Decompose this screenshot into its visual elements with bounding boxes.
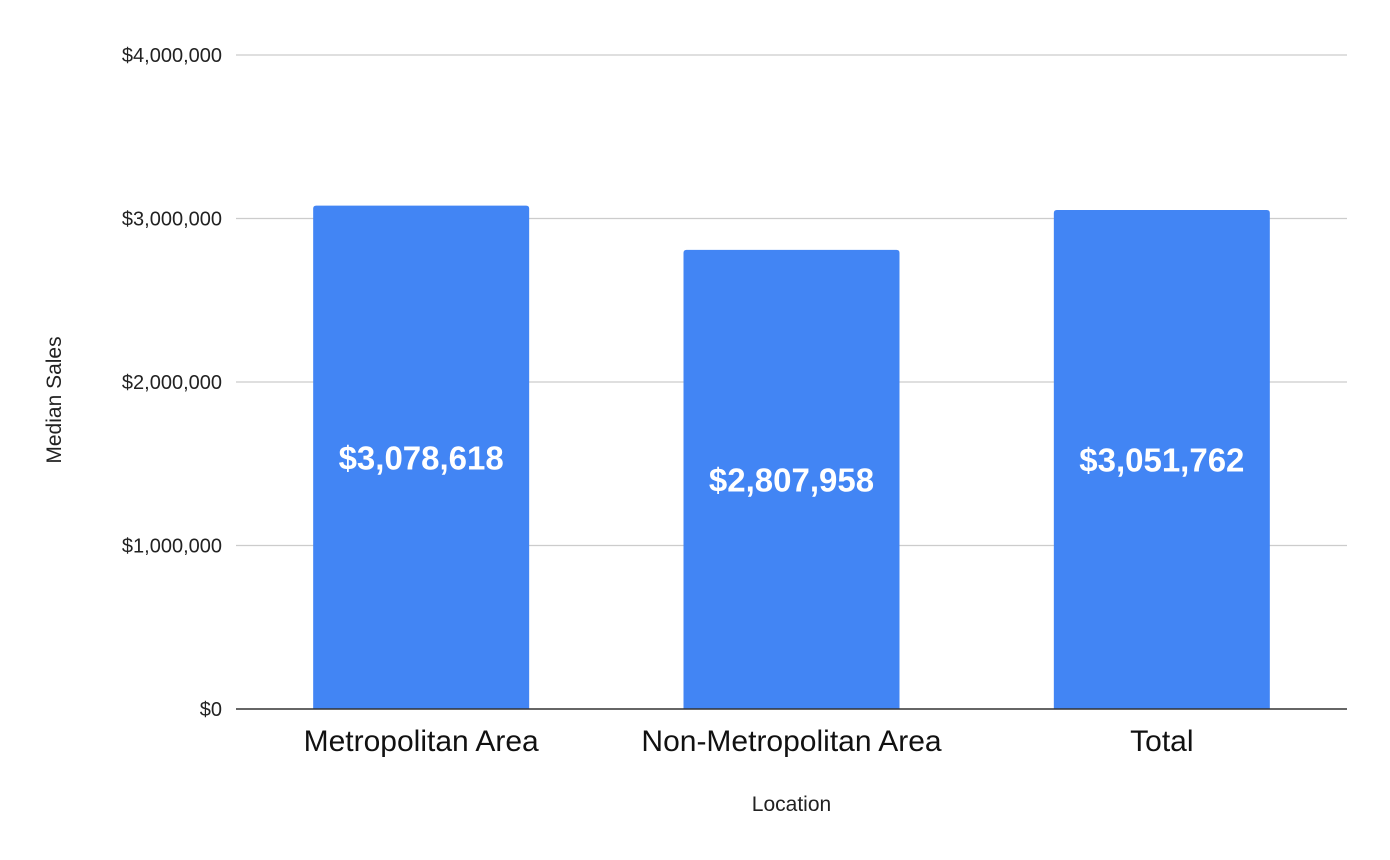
x-axis-title: Location [752, 793, 831, 816]
y-tick-label: $1,000,000 [122, 536, 222, 558]
y-tick-label: $3,000,000 [122, 209, 222, 231]
bar-data-label: $3,051,762 [1079, 442, 1244, 479]
bar-data-label: $2,807,958 [709, 461, 874, 498]
y-tick-label: $0 [200, 699, 222, 721]
y-axis-title: Median Sales [43, 336, 66, 463]
y-tick-label: $2,000,000 [122, 372, 222, 394]
y-tick-label: $4,000,000 [122, 45, 222, 67]
bar-data-label: $3,078,618 [339, 439, 504, 476]
bars: $3,078,618 $2,807,958 $3,051,762 [313, 205, 1270, 710]
x-tick-label: Metropolitan Area [304, 725, 539, 758]
x-tick-label: Total [1130, 725, 1193, 758]
x-axis-ticks: Metropolitan Area Non-Metropolitan Area To… [304, 725, 1194, 758]
x-tick-label: Non-Metropolitan Area [641, 725, 941, 758]
bar [1053, 210, 1270, 709]
bar [313, 205, 530, 710]
y-axis-ticks: $0 $1,000,000 $2,000,000 $3,000,000 $4,000,0… [122, 45, 222, 721]
bar [683, 249, 900, 709]
